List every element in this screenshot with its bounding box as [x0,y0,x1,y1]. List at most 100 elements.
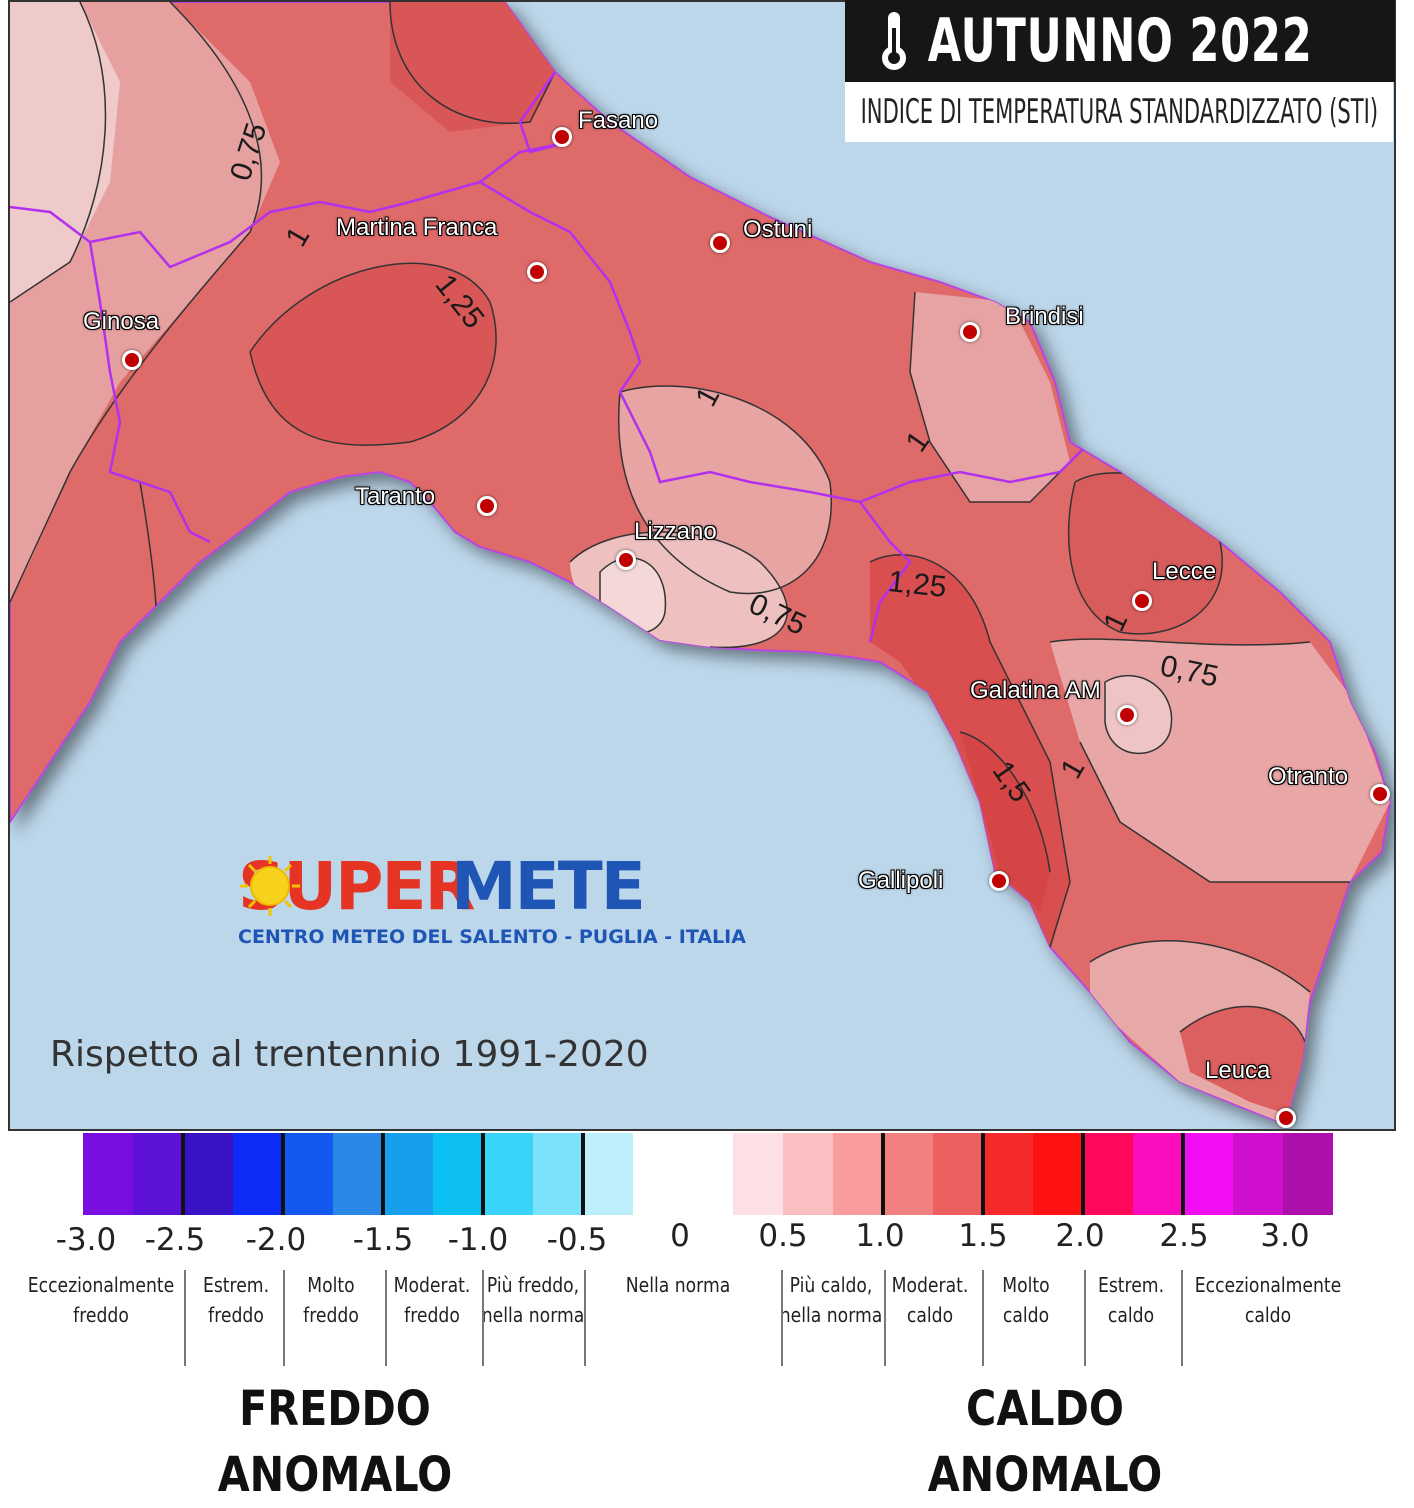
map-graphic [10,2,1392,1126]
legend-separator [1181,1133,1185,1215]
legend-swatch [733,1133,783,1215]
legend-category-label: Nella norma [625,1273,731,1297]
city-label-brindisi: Brindisi [1005,303,1084,330]
legend-swatch [133,1133,183,1215]
cold-anomaly-label: FREDDO ANOMALO [217,1381,453,1503]
city-marker-galatina-am [1117,705,1137,725]
legend-category-label: Eccezionalmente freddo [27,1273,175,1327]
legend-category-label: Moderat. freddo [393,1273,471,1327]
scale-tick-label: 3.0 [1260,1218,1310,1254]
legend-swatch [483,1133,533,1215]
legend-category-label: Estrem. caldo [1097,1273,1165,1327]
city-label-taranto: Taranto [355,483,436,510]
legend-swatch [1283,1133,1333,1215]
legend-separator [581,1133,585,1215]
city-label-leuca: Leuca [1205,1057,1271,1084]
color-scale-bar [83,1133,1333,1215]
legend-swatch [183,1133,233,1215]
city-label-fasano: Fasano [578,107,659,134]
city-label-lecce: Lecce [1152,558,1217,585]
legend-swatch [1183,1133,1233,1215]
reference-period-note: Rispetto al trentennio 1991-2020 [50,1034,649,1075]
legend-swatch [383,1133,433,1215]
legend-category-label: Moderat. caldo [891,1273,969,1327]
city-label-ginosa: Ginosa [83,308,160,335]
legend-category-separator [283,1270,285,1366]
legend-separator [881,1133,885,1215]
city-marker-lizzano [616,550,636,570]
legend-swatch [233,1133,283,1215]
legend-separator [381,1133,385,1215]
scale-tick-label: -1.0 [447,1222,509,1258]
legend-category-separator [781,1270,783,1366]
legend-category-label: Più freddo, nella norma [481,1273,585,1327]
legend-category-separator [884,1270,886,1366]
logo-text-mete: METE [451,848,646,925]
legend-swatch [983,1133,1033,1215]
city-marker-leuca [1276,1108,1296,1128]
scale-tick-label: 1.5 [958,1218,1008,1254]
city-label-lizzano: Lizzano [634,518,717,545]
legend-separator [281,1133,285,1215]
scale-tick-label: -1.5 [352,1222,414,1258]
legend-category-separator [385,1270,387,1366]
legend-category-label: Estrem. freddo [202,1273,270,1327]
legend-swatch [783,1133,833,1215]
legend-swatch [533,1133,583,1215]
sti-map: 0,75 1 1,25 1 1 0,75 1,25 1 0,75 1,5 1 F… [8,0,1396,1131]
scale-tick-label: -0.5 [546,1222,608,1258]
legend-swatch [933,1133,983,1215]
legend-separator [481,1133,485,1215]
legend-category-separator [482,1270,484,1366]
thermometer-icon [882,12,906,70]
page-subtitle: INDICE DI TEMPERATURA STANDARDIZZATO (ST… [860,92,1378,132]
logo-tagline: CENTRO METEO DEL SALENTO - PUGLIA - ITAL… [238,926,746,948]
city-marker-ginosa [122,350,142,370]
city-marker-lecce [1132,591,1152,611]
scale-tick-label: -2.0 [245,1222,307,1258]
city-marker-ostuni [710,233,730,253]
legend-category-separator [584,1270,586,1366]
legend-separator [1081,1133,1085,1215]
city-label-otranto: Otranto [1268,763,1349,790]
legend-swatch [283,1133,333,1215]
legend-category-separator [1181,1270,1183,1366]
legend-separator [181,1133,185,1215]
title-banner: AUTUNNO 2022 [845,0,1395,82]
city-label-martina-franca: Martina Franca [336,214,498,241]
legend-separator [981,1133,985,1215]
sun-icon [240,856,300,916]
legend-swatch [633,1133,683,1215]
legend-swatch [883,1133,933,1215]
contour-label: 1,25 [886,565,949,604]
legend-category-separator [982,1270,984,1366]
legend-category-label: Più caldo, nella norma [779,1273,883,1327]
legend-swatch [433,1133,483,1215]
city-marker-fasano [552,127,572,147]
city-marker-taranto [477,496,497,516]
scale-tick-label: 2.5 [1159,1218,1209,1254]
legend-swatch [1033,1133,1083,1215]
city-marker-martina-franca [527,262,547,282]
legend-swatch [1083,1133,1133,1215]
legend-swatch [683,1133,733,1215]
legend-category-label: Eccezionalmente caldo [1194,1273,1342,1327]
legend-category-label: Molto caldo [1002,1273,1050,1327]
subtitle-banner: INDICE DI TEMPERATURA STANDARDIZZATO (ST… [845,82,1393,142]
legend-swatch [583,1133,633,1215]
scale-tick-label: 0.5 [758,1218,808,1254]
legend-category-separator [1084,1270,1086,1366]
city-marker-brindisi [960,322,980,342]
scale-tick-label: 0 [670,1218,690,1254]
scale-tick-label: 1.0 [855,1218,905,1254]
legend-category-label: Molto freddo [303,1273,359,1327]
scale-tick-label: -3.0 [55,1222,117,1258]
city-marker-gallipoli [989,871,1009,891]
legend-swatch [333,1133,383,1215]
legend-swatch [1133,1133,1183,1215]
scale-tick-label: 2.0 [1055,1218,1105,1254]
legend-swatch [83,1133,133,1215]
legend-swatch [1233,1133,1283,1215]
page-title: AUTUNNO 2022 [927,6,1313,76]
legend-category-separator [184,1270,186,1366]
